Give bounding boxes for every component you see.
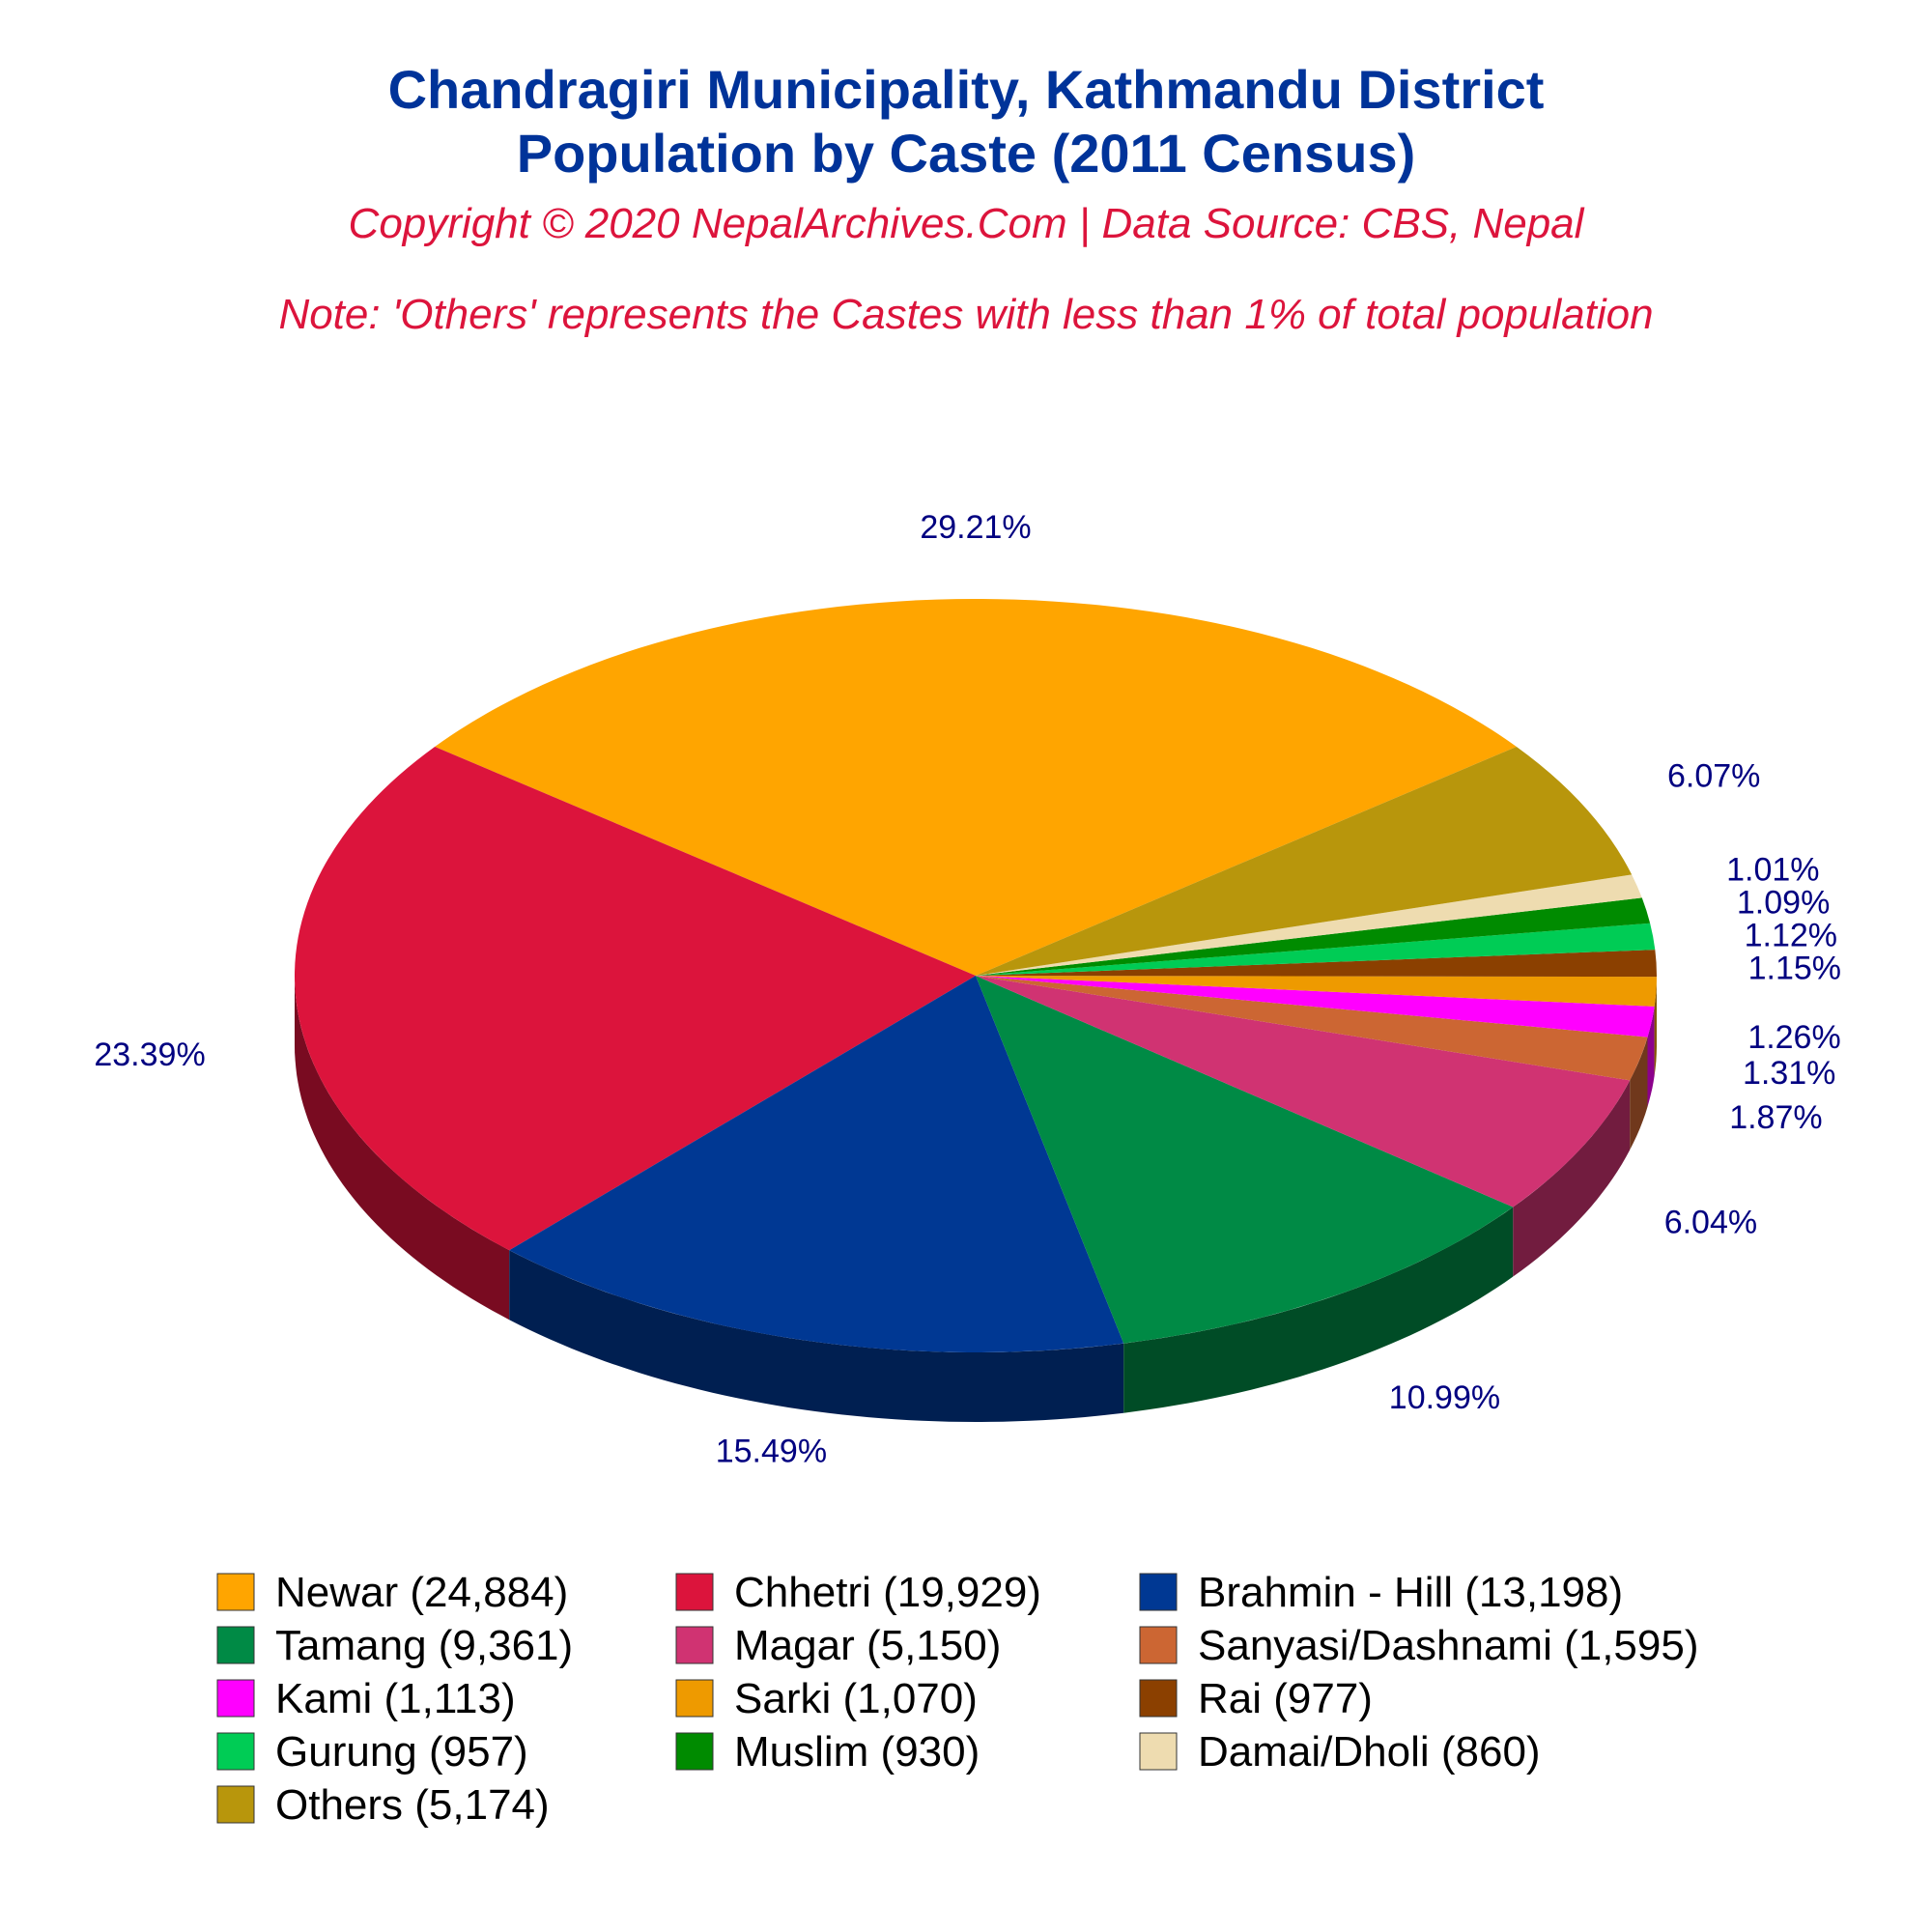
pie-slice-gurung (976, 923, 1656, 976)
pie-side-magar (1513, 1080, 1631, 1277)
legend-label-kami: Kami (1,113) (275, 1675, 516, 1722)
legend-swatch-chhetri (675, 1573, 714, 1611)
legend-swatch-others (216, 1785, 255, 1824)
pie-slice-magar (976, 976, 1631, 1208)
pie-slice-chhetri (295, 746, 976, 1251)
pie-slices (295, 599, 1658, 1352)
legend-swatch-newar (216, 1573, 255, 1611)
pie-3d-side (295, 976, 1657, 1422)
pie-percent-labels: 29.21%23.39%15.49%10.99%6.04%1.87%1.31%1… (94, 509, 1841, 1470)
legend-label-sanyasi-dashnami: Sanyasi/Dashnami (1,595) (1198, 1622, 1698, 1669)
legend-item-sarki: Sarki (1,070) (675, 1675, 978, 1722)
legend-swatch-gurung (216, 1732, 255, 1771)
legend-item-sanyasi-dashnami: Sanyasi/Dashnami (1,595) (1139, 1622, 1698, 1669)
pct-label-sanyasi-dashnami: 1.87% (1729, 1099, 1822, 1136)
pie-slice-newar (435, 599, 1517, 976)
legend-label-damai-dholi: Damai/Dholi (860) (1198, 1728, 1541, 1776)
legend-label-chhetri: Chhetri (19,929) (734, 1569, 1041, 1616)
pie-slice-others (976, 746, 1633, 976)
legend-item-chhetri: Chhetri (19,929) (675, 1569, 1041, 1616)
legend-item-rai: Rai (977) (1139, 1675, 1373, 1722)
legend-swatch-tamang (216, 1626, 255, 1664)
pie-slice-damai-dholi (976, 874, 1642, 976)
pie-side-sarki (1654, 977, 1657, 1076)
pct-label-magar: 6.04% (1664, 1204, 1757, 1240)
pct-label-muslim: 1.09% (1737, 885, 1830, 922)
legend-item-gurung: Gurung (957) (216, 1728, 528, 1776)
chart-title: Chandragiri Municipality, Kathmandu Dist… (388, 59, 1545, 120)
pct-label-damai-dholi: 1.01% (1726, 852, 1819, 889)
pie-side-kami (1647, 1006, 1655, 1107)
pie-slice-sarki (976, 976, 1657, 1007)
pie-slice-tamang (976, 976, 1514, 1344)
chart-note: Note: 'Others' represents the Castes wit… (278, 291, 1653, 338)
legend-swatch-muslim (675, 1732, 714, 1771)
pct-label-newar: 29.21% (920, 509, 1031, 546)
legend-swatch-sanyasi-dashnami (1139, 1626, 1178, 1664)
pie-slice-kami (976, 976, 1655, 1037)
legend-item-brahmin-hill: Brahmin - Hill (13,198) (1139, 1569, 1623, 1616)
legend-label-tamang: Tamang (9,361) (275, 1622, 573, 1669)
legend-label-others: Others (5,174) (275, 1781, 550, 1829)
pie-side-chhetri (295, 976, 510, 1321)
pct-label-chhetri: 23.39% (94, 1037, 205, 1073)
legend-label-muslim: Muslim (930) (734, 1728, 980, 1776)
legend-item-newar: Newar (24,884) (216, 1569, 568, 1616)
legend-swatch-sarki (675, 1679, 714, 1718)
legend-item-kami: Kami (1,113) (216, 1675, 516, 1722)
legend-swatch-rai (1139, 1679, 1178, 1718)
legend-item-others: Others (5,174) (216, 1781, 550, 1829)
pie-side-tamang (1123, 1207, 1514, 1413)
legend-swatch-brahmin-hill (1139, 1573, 1178, 1611)
legend-swatch-damai-dholi (1139, 1732, 1178, 1771)
legend-label-magar: Magar (5,150) (734, 1622, 1001, 1669)
legend-label-sarki: Sarki (1,070) (734, 1675, 978, 1722)
pie-slice-muslim (976, 897, 1651, 976)
legend-label-rai: Rai (977) (1198, 1675, 1373, 1722)
legend-item-damai-dholi: Damai/Dholi (860) (1139, 1728, 1541, 1776)
legend-label-newar: Newar (24,884) (275, 1569, 568, 1616)
chart-title-line2: Population by Caste (2011 Census) (517, 123, 1415, 184)
chart-copyright: Copyright © 2020 NepalArchives.Com | Dat… (349, 200, 1585, 247)
pct-label-gurung: 1.12% (1745, 918, 1837, 954)
legend-label-gurung: Gurung (957) (275, 1728, 528, 1776)
legend-item-magar: Magar (5,150) (675, 1622, 1001, 1669)
pct-label-others: 6.07% (1667, 758, 1760, 795)
pct-label-sarki: 1.26% (1747, 1019, 1840, 1056)
pct-label-tamang: 10.99% (1389, 1379, 1500, 1416)
legend-item-muslim: Muslim (930) (675, 1728, 980, 1776)
legend-swatch-kami (216, 1679, 255, 1718)
pct-label-kami: 1.31% (1743, 1055, 1835, 1092)
pie-slice-sanyasi-dashnami (976, 976, 1648, 1081)
pie-side-sanyasi-dashnami (1630, 1037, 1648, 1151)
pct-label-rai: 1.15% (1748, 951, 1841, 987)
pct-label-brahmin-hill: 15.49% (716, 1434, 827, 1470)
legend-label-brahmin-hill: Brahmin - Hill (13,198) (1198, 1569, 1623, 1616)
pie-side-brahmin-hill (509, 1250, 1124, 1422)
chart-legend: Newar (24,884) Chhetri (19,929) Brahmin - … (216, 1569, 1698, 1829)
pie-slice-rai (976, 950, 1658, 978)
legend-item-tamang: Tamang (9,361) (216, 1622, 573, 1669)
pie-slice-brahmin-hill (509, 976, 1124, 1352)
legend-swatch-magar (675, 1626, 714, 1664)
